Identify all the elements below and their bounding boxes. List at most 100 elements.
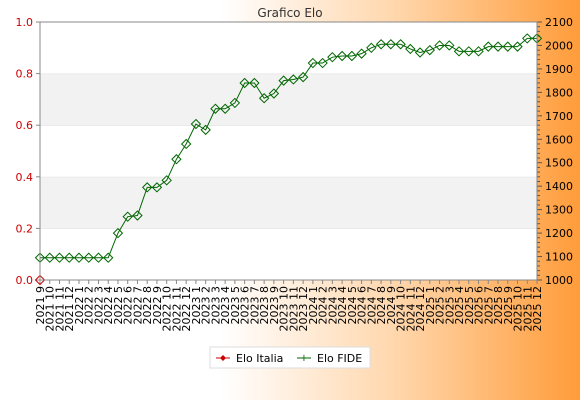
x-axis-tick-label: 2022 3 bbox=[92, 286, 105, 325]
data-point-elo-fide bbox=[268, 88, 280, 99]
right-axis-tick-label: 1500 bbox=[545, 157, 573, 170]
x-axis-tick-label: 2024 5 bbox=[346, 286, 359, 325]
data-point-elo-fide bbox=[180, 138, 192, 150]
data-point-elo-fide bbox=[522, 33, 533, 44]
data-point-elo-fide bbox=[414, 47, 426, 58]
series-elo-fide bbox=[34, 33, 543, 263]
x-axis-tick-label: 2025 9 bbox=[502, 286, 515, 325]
right-axis-tick-label: 1300 bbox=[545, 204, 573, 217]
x-axis-tick-label: 2025 3 bbox=[443, 286, 456, 325]
chart-title: Grafico Elo bbox=[257, 6, 322, 20]
legend-marker-elo-italia bbox=[220, 355, 226, 361]
data-point-elo-fide bbox=[219, 103, 231, 114]
x-axis-tick-label: 2023 7 bbox=[248, 286, 261, 325]
left-axis-tick-label: 0.0 bbox=[16, 274, 34, 287]
x-axis-tick-label: 2023 1 bbox=[190, 286, 203, 325]
legend-label-elo-italia: Elo Italia bbox=[236, 352, 283, 365]
x-axis-tick-label: 2022 5 bbox=[112, 286, 125, 325]
x-axis-tick-label: 2024 9 bbox=[385, 286, 398, 325]
data-point-elo-fide bbox=[112, 227, 124, 239]
data-point-elo-fide bbox=[512, 41, 523, 52]
x-axis-tick-label: 2025 10 bbox=[512, 286, 525, 332]
x-axis-tick-label: 2022 1 bbox=[73, 286, 86, 325]
data-point-elo-fide bbox=[249, 77, 260, 89]
x-axis-tick-label: 2025 11 bbox=[521, 286, 534, 332]
data-point-elo-fide bbox=[473, 46, 484, 57]
x-axis-tick-label: 2022 6 bbox=[122, 286, 135, 325]
data-point-elo-fide bbox=[258, 93, 270, 104]
x-axis-tick-label: 2023 3 bbox=[209, 286, 222, 325]
x-axis-tick-label: 2025 2 bbox=[434, 286, 447, 325]
data-point-elo-fide bbox=[93, 252, 104, 263]
data-point-elo-fide bbox=[132, 210, 143, 221]
grid-bands bbox=[40, 21, 537, 280]
data-point-elo-fide bbox=[200, 124, 211, 136]
right-axis-tick-label: 1200 bbox=[545, 227, 573, 240]
x-axis-tick-label: 2025 7 bbox=[482, 286, 495, 325]
x-axis-tick-label: 2023 4 bbox=[219, 286, 232, 325]
x-axis-tick-label: 2023 8 bbox=[258, 286, 271, 325]
x-axis-tick-label: 2024 1 bbox=[307, 286, 320, 325]
left-axis-tick-label: 0.6 bbox=[16, 119, 34, 132]
right-axis-ticks: 1000 1100 1200 1300 1400 1500 1600 1700 1800 1900… bbox=[537, 16, 573, 287]
data-point-elo-fide bbox=[171, 154, 182, 165]
x-axis-tick-label: 2024 7 bbox=[365, 286, 378, 325]
data-point-elo-fide bbox=[54, 252, 65, 263]
data-point-elo-fide bbox=[444, 40, 455, 51]
x-axis-tick-label: 2022 9 bbox=[151, 286, 164, 325]
x-axis-tick-label: 2021 10 bbox=[44, 286, 57, 332]
data-point-elo-fide bbox=[366, 42, 377, 54]
data-point-elo-fide bbox=[395, 39, 406, 50]
data-point-elo-fide bbox=[44, 252, 55, 263]
legend: Elo Italia + Elo FIDE bbox=[209, 346, 371, 369]
right-axis-tick-label: 1000 bbox=[545, 274, 573, 287]
series-line-elo-fide bbox=[40, 37, 537, 259]
x-axis-tick-label: 2022 12 bbox=[180, 286, 193, 332]
x-axis-tick-label: 2022 8 bbox=[141, 286, 154, 325]
right-axis-tick-label: 2100 bbox=[545, 16, 573, 29]
data-point-elo-fide bbox=[288, 74, 299, 85]
x-axis-tick-label: 2023 5 bbox=[229, 286, 242, 325]
grid-band bbox=[40, 22, 537, 74]
x-axis-tick-label: 2024 10 bbox=[395, 286, 408, 332]
data-point-elo-fide bbox=[385, 39, 397, 50]
data-point-elo-fide bbox=[73, 252, 85, 263]
data-point-elo-fide bbox=[463, 46, 474, 57]
left-axis-tick-label: 0.4 bbox=[16, 171, 34, 184]
data-point-elo-fide bbox=[190, 118, 202, 130]
data-point-elo-fide bbox=[210, 103, 221, 114]
right-axis-tick-label: 1900 bbox=[545, 63, 573, 76]
x-axis-tick-label: 2024 8 bbox=[375, 286, 388, 325]
data-point-elo-fide bbox=[375, 39, 387, 50]
x-axis-tick-label: 2023 6 bbox=[239, 286, 252, 325]
data-point-elo-italia bbox=[34, 274, 46, 286]
data-point-elo-fide bbox=[83, 252, 94, 263]
data-point-elo-fide bbox=[336, 50, 348, 62]
right-axis-tick-label: 1100 bbox=[545, 251, 573, 264]
left-axis-ticks: 0.0 0.2 0.4 0.6 0.8 1.0 bbox=[16, 16, 40, 287]
x-axis-tick-label: 2023 10 bbox=[278, 286, 291, 332]
data-point-elo-fide bbox=[297, 71, 309, 83]
grid-band bbox=[40, 176, 537, 229]
data-point-elo-fide bbox=[103, 252, 114, 263]
legend-box bbox=[209, 346, 371, 369]
plot-border bbox=[39, 21, 538, 281]
data-point-elo-fide bbox=[229, 97, 241, 109]
data-point-elo-fide bbox=[327, 51, 338, 63]
grid-band bbox=[40, 125, 537, 177]
x-axis-tick-label: 2024 4 bbox=[336, 286, 349, 325]
x-axis-tick-label: 2024 11 bbox=[404, 286, 417, 332]
x-axis-tick-label: 2024 3 bbox=[326, 286, 339, 325]
data-point-elo-fide bbox=[424, 44, 436, 56]
x-axis-tick-label: 2025 6 bbox=[473, 286, 486, 325]
x-axis-tick-label: 2022 2 bbox=[83, 286, 96, 325]
left-axis-tick-label: 0.8 bbox=[16, 68, 34, 81]
x-axis-tick-label: 2021 12 bbox=[63, 286, 76, 332]
series-elo-italia bbox=[34, 274, 46, 286]
x-axis-tick-label: 2025 12 bbox=[531, 286, 544, 332]
data-point-elo-fide bbox=[151, 182, 163, 193]
x-axis-tick-label: 2023 12 bbox=[297, 286, 310, 332]
data-point-elo-fide bbox=[405, 43, 416, 55]
x-axis-tick-label: 2023 9 bbox=[268, 286, 281, 325]
